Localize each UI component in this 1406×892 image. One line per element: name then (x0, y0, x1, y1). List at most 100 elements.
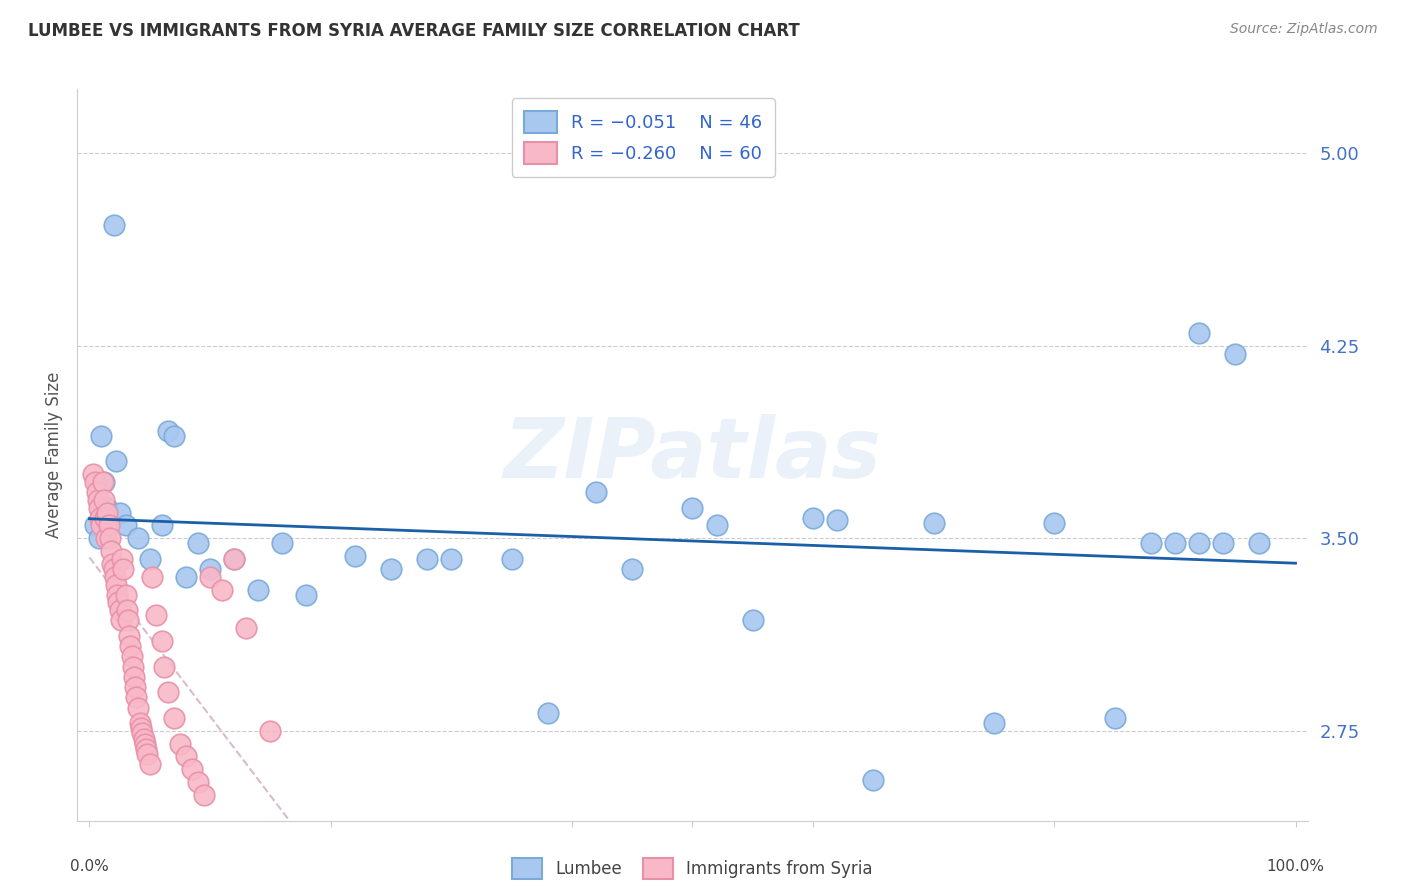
Point (706, 518, 728, 533)
Point (96, 506, 118, 520)
Point (101, 557, 124, 571)
Text: 100.0%: 100.0% (1267, 859, 1324, 874)
Point (87, 492, 110, 507)
Point (801, 510, 824, 524)
Point (94, 510, 117, 524)
Y-axis label: Average Family Size: Average Family Size (45, 372, 63, 538)
Point (138, 757, 160, 772)
Point (150, 518, 173, 533)
Point (1164, 536, 1187, 550)
Point (125, 690, 148, 705)
Point (187, 775, 209, 789)
Point (131, 726, 153, 740)
Point (118, 629, 141, 643)
Point (121, 649, 143, 664)
Point (682, 500, 704, 515)
Point (114, 588, 136, 602)
Point (121, 659, 143, 673)
Point (90, 428, 112, 442)
Point (117, 614, 139, 628)
Point (1139, 536, 1161, 550)
Text: LUMBEE VS IMMIGRANTS FROM SYRIA AVERAGE FAMILY SIZE CORRELATION CHART: LUMBEE VS IMMIGRANTS FROM SYRIA AVERAGE … (28, 22, 800, 40)
Point (163, 711, 186, 725)
Point (91, 475, 114, 489)
Text: Source: ZipAtlas.com: Source: ZipAtlas.com (1230, 22, 1378, 37)
Point (107, 595, 129, 609)
Point (93, 475, 115, 489)
Point (110, 614, 132, 628)
Point (96, 500, 118, 515)
Point (1225, 346, 1247, 360)
Point (115, 603, 138, 617)
Point (112, 562, 135, 576)
Point (169, 737, 191, 751)
Point (120, 639, 142, 653)
Point (122, 670, 145, 684)
Point (922, 516, 945, 530)
Legend: Lumbee, Immigrants from Syria: Lumbee, Immigrants from Syria (506, 852, 879, 886)
Point (1104, 711, 1126, 725)
Point (247, 582, 270, 597)
Point (96, 532, 118, 546)
Point (741, 614, 763, 628)
Point (98, 532, 121, 546)
Point (343, 549, 366, 564)
Point (84, 518, 107, 533)
Point (105, 588, 128, 602)
Point (129, 716, 152, 731)
Point (108, 603, 131, 617)
Text: ZIPatlas: ZIPatlas (503, 415, 882, 495)
Point (100, 544, 122, 558)
Point (156, 424, 179, 438)
Point (111, 552, 134, 566)
Point (198, 562, 221, 576)
Point (1188, 536, 1211, 550)
Point (89, 510, 111, 524)
Point (501, 552, 523, 566)
Point (87, 532, 110, 546)
Point (537, 706, 560, 720)
Point (621, 562, 644, 576)
Point (156, 685, 179, 699)
Point (1188, 326, 1211, 340)
Point (271, 536, 294, 550)
Point (180, 762, 202, 776)
Point (104, 454, 127, 468)
Point (440, 552, 463, 566)
Point (93, 492, 115, 507)
Point (138, 552, 160, 566)
Point (174, 570, 197, 584)
Point (1249, 536, 1271, 550)
Point (198, 570, 221, 584)
Point (82, 467, 104, 482)
Point (136, 747, 159, 761)
Point (104, 577, 127, 591)
Point (97, 518, 120, 533)
Point (150, 634, 173, 648)
Point (134, 737, 156, 751)
Point (103, 562, 125, 576)
Point (1043, 516, 1066, 530)
Point (104, 570, 127, 584)
Point (224, 552, 246, 566)
Point (86, 485, 108, 500)
Point (295, 588, 318, 602)
Point (108, 506, 131, 520)
Point (163, 428, 186, 442)
Point (145, 608, 167, 623)
Point (127, 532, 149, 546)
Point (825, 513, 848, 527)
Point (153, 659, 176, 673)
Point (114, 518, 136, 533)
Point (380, 562, 402, 576)
Point (90, 518, 112, 533)
Point (135, 741, 157, 756)
Point (862, 772, 884, 787)
Point (585, 485, 607, 500)
Point (983, 716, 1005, 731)
Point (416, 552, 439, 566)
Point (84, 475, 107, 489)
Point (129, 721, 152, 735)
Point (211, 582, 233, 597)
Point (193, 788, 215, 802)
